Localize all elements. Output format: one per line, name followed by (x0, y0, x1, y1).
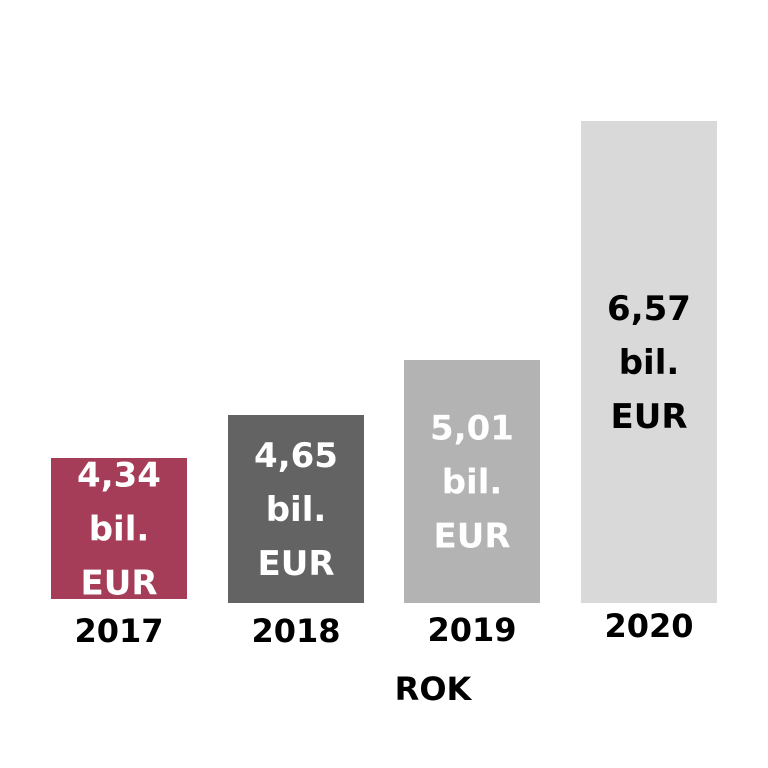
bar-2019 (404, 360, 540, 603)
bar-2018 (228, 415, 364, 603)
value-label-2017-line-1: 4,34 (77, 456, 161, 496)
bars-group (51, 121, 717, 603)
value-label-2017-line-2: bil. (89, 510, 150, 550)
bar-2020 (581, 121, 717, 603)
value-label-2020-line-3: EUR (610, 397, 687, 437)
value-labels-group: 4,34 bil. EUR 4,65 bil. EUR 5,01 bil. EUR 6,57 bil… (77, 289, 691, 604)
category-label-2017: 2017 (74, 612, 163, 650)
category-labels-group: 2017 2018 2019 2020 (74, 607, 693, 650)
value-label-2019-line-2: bil. (442, 463, 503, 503)
value-label-2019-line-3: EUR (433, 517, 510, 557)
value-label-2018-line-2: bil. (266, 490, 327, 530)
category-label-2018: 2018 (251, 612, 340, 650)
value-label-2017-line-3: EUR (80, 564, 157, 604)
category-label-2020: 2020 (604, 607, 693, 645)
x-axis-label: ROK (395, 670, 473, 708)
value-label-2018-line-1: 4,65 (254, 436, 338, 476)
value-label-2018-line-3: EUR (257, 544, 334, 584)
bar-2017 (51, 458, 187, 599)
category-label-2019: 2019 (427, 611, 516, 649)
value-label-2020-line-2: bil. (619, 343, 680, 383)
value-label-2020-line-1: 6,57 (607, 289, 691, 329)
value-label-2019-line-1: 5,01 (430, 409, 514, 449)
